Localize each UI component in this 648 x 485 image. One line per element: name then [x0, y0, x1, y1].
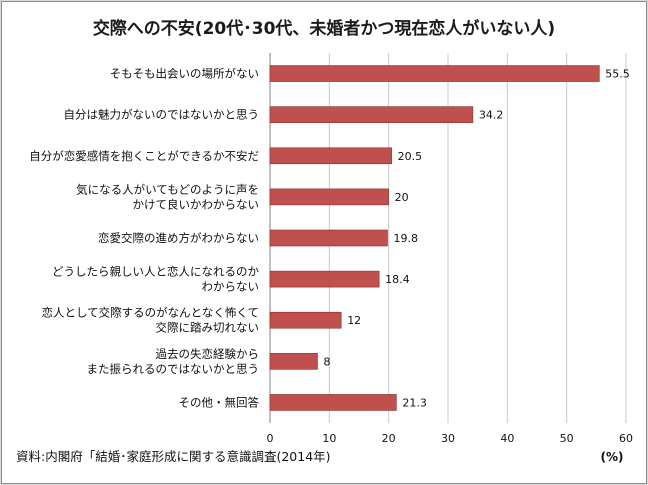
data-label: 55.5: [605, 68, 630, 81]
category-label: 気になる人がいてもどのように声を: [76, 182, 259, 196]
x-tick-label: 40: [500, 432, 514, 445]
unit-label: (%): [601, 450, 624, 464]
category-label: 自分は魅力がないのではないかと思う: [64, 108, 260, 122]
data-label: 12: [347, 314, 361, 327]
bar: [269, 188, 389, 206]
category-label: その他・無回答: [179, 395, 260, 409]
chart-title: 交際への不安(20代･30代、未婚者かつ現在恋人がいない人): [93, 18, 555, 39]
x-tick-label: 10: [322, 432, 336, 445]
category-label: 過去の失恋経験から: [156, 347, 260, 361]
data-label: 18.4: [385, 273, 410, 286]
category-label: 自分が恋愛感情を抱くことができるか不安だ: [29, 149, 259, 163]
category-label: 交際に踏み切れない: [156, 321, 260, 335]
bar: [269, 353, 318, 370]
category-label: 恋人として交際するのがなんとなく怖くて: [42, 306, 259, 320]
x-tick-label: 20: [382, 432, 396, 445]
category-label: 恋愛交際の進め方がわからない: [98, 231, 259, 245]
category-label: わからない: [202, 280, 260, 294]
source-note: 資料:内閣府「結婚･家庭形成に関する意識調査(2014年): [16, 449, 331, 464]
category-label: そもそも出会いの場所がない: [110, 67, 259, 81]
bar: [269, 147, 392, 165]
data-label: 20.5: [398, 150, 423, 163]
x-axis-ticks: 0 10 20 30 40 50 60: [267, 432, 634, 445]
data-label: 19.8: [393, 232, 418, 245]
bar: [269, 65, 600, 82]
bar: [269, 394, 397, 411]
x-tick-label: 60: [619, 432, 633, 445]
data-label: 34.2: [479, 109, 504, 122]
data-label: 20: [395, 191, 409, 204]
category-label: また振られるのではないかと思う: [87, 362, 260, 376]
category-labels: そもそも出会いの場所がない自分は魅力がないのではないかと思う自分が恋愛感情を抱く…: [29, 67, 259, 410]
category-label: どうしたら親しい人と恋人になれるのか: [52, 265, 259, 279]
category-label: かけて良いかわからない: [133, 197, 260, 211]
bar: [269, 229, 388, 247]
x-tick-label: 30: [441, 432, 455, 445]
x-tick-label: 0: [267, 432, 274, 445]
bars: 55.5 34.2 20.5 20 19.8 18.4 12 8 21.3: [269, 65, 630, 411]
data-label: 8: [323, 355, 330, 368]
x-tick-label: 50: [560, 432, 574, 445]
data-label: 21.3: [402, 396, 427, 409]
bar: [269, 270, 380, 288]
bar: [269, 311, 342, 329]
bar: [269, 106, 474, 123]
